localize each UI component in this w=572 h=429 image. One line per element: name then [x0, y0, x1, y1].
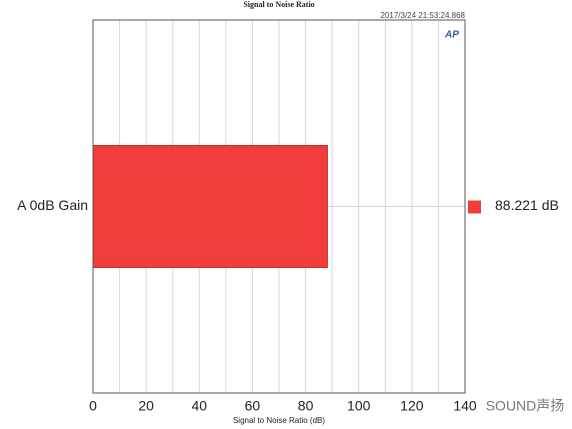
chart-title: Signal to Noise Ratio [243, 0, 314, 9]
x-tick-label: 40 [191, 398, 207, 414]
bar [92, 145, 328, 268]
x-tick-label: 0 [89, 398, 97, 414]
x-tick-label: 20 [138, 398, 154, 414]
value-label: 88.221 dB [495, 197, 559, 213]
x-tick-label: 120 [400, 398, 424, 414]
x-tick-label: 80 [298, 398, 314, 414]
x-axis-title: Signal to Noise Ratio (dB) [233, 416, 325, 425]
y-tick-label: A 0dB Gain [17, 197, 88, 213]
x-tick-label: 60 [245, 398, 261, 414]
legend-swatch [468, 200, 481, 214]
x-tick-label: 140 [453, 398, 477, 414]
timestamp: 2017/3/24 21:53:24.868 [380, 11, 465, 20]
x-tick-label: 100 [347, 398, 371, 414]
plot-frame [92, 19, 466, 394]
watermark: SOUND声扬 [486, 398, 565, 414]
logo: AP [444, 30, 459, 41]
